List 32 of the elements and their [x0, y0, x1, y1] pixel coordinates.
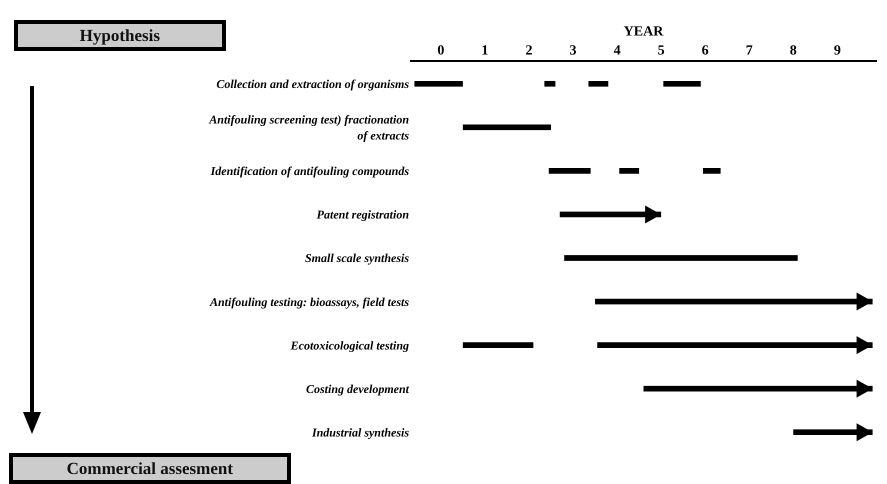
y-tick-label: Collection and extraction of organisms	[216, 76, 410, 91]
bar	[619, 168, 640, 174]
text: Commercial assesment	[66, 459, 234, 478]
bar	[462, 124, 551, 130]
bar	[702, 168, 721, 174]
x-tick-label: 7	[746, 43, 753, 58]
y-tick-label: Ecotoxicological testing	[290, 338, 409, 352]
x-tick-label: 0	[437, 43, 444, 58]
x-tick-label: 8	[790, 43, 797, 58]
y-tick-label: Costing development	[306, 382, 410, 396]
y-tick-label: Antifouling screening test) fractionation of extracts	[208, 112, 410, 142]
text: Hypothesis	[80, 26, 160, 45]
x-tick-label: 3	[570, 43, 577, 58]
x-tick-label: 1	[481, 43, 488, 58]
bar	[414, 80, 463, 87]
bar	[588, 80, 608, 87]
bar	[663, 80, 701, 87]
x-tick-label: 6	[702, 43, 709, 58]
bar	[548, 168, 591, 174]
x-axis-title: YEAR	[624, 24, 664, 40]
y-tick-label: Antifouling testing: bioassays, field tests	[208, 294, 410, 309]
bar	[462, 342, 534, 348]
bar	[544, 80, 556, 87]
bar	[564, 255, 798, 261]
y-tick-label: Small scale synthesis	[304, 251, 410, 266]
y-tick-label: Industrial synthesis	[310, 425, 410, 440]
y-tick-label: Identification of antifouling compounds	[210, 164, 410, 178]
x-tick-label: 9	[834, 43, 841, 58]
x-tick-label: 4	[614, 43, 621, 58]
x-tick-label: 5	[658, 43, 665, 58]
y-tick-label: Patent registration	[316, 208, 410, 222]
x-tick-label: 2	[525, 43, 532, 58]
